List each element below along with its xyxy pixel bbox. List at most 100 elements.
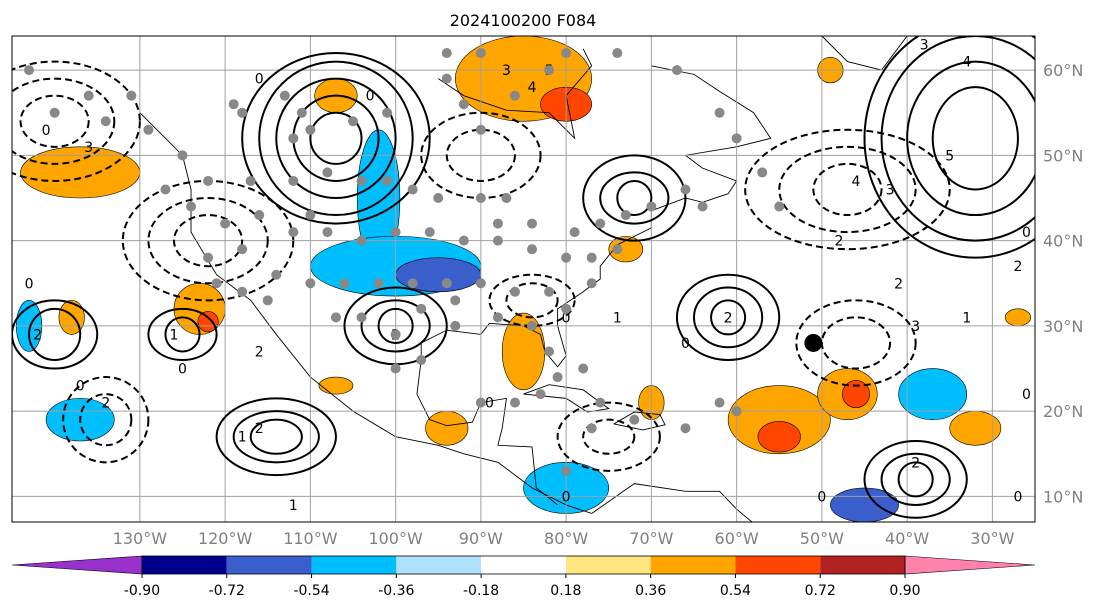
station-dot-40 <box>356 175 367 186</box>
solid-contour-1-1 <box>906 60 1035 217</box>
solid-contour-0-3 <box>258 60 414 217</box>
dashed-contour-6-0 <box>505 282 559 319</box>
contour-label-38: 0 <box>1022 387 1031 403</box>
contour-label-36: 1 <box>289 498 298 514</box>
station-dot-57 <box>586 252 597 263</box>
solid-contour-2-2 <box>582 154 687 242</box>
south-america-coastline <box>591 483 753 522</box>
colorbar-label-4: -0.18 <box>463 583 499 599</box>
solid-contour-7-0 <box>28 307 82 361</box>
station-dot-8 <box>288 133 299 144</box>
colorbar-bin-1 <box>226 556 312 574</box>
x-tick-label-1: 120°W <box>198 529 253 548</box>
y-tick-label-0: 60°N <box>1043 61 1083 80</box>
station-dot-49 <box>322 227 333 238</box>
station-dot-92 <box>629 414 640 425</box>
station-dot-35 <box>501 193 512 203</box>
colorbar-label-7: 0.54 <box>720 583 751 599</box>
station-dot-99 <box>83 90 94 101</box>
station-dot-80 <box>330 312 341 323</box>
station-dot-81 <box>262 295 273 306</box>
dashed-contour-0-0 <box>19 94 90 148</box>
station-dot-13 <box>441 73 452 84</box>
contour-label-10: 3 <box>920 38 929 54</box>
colorbar-outline <box>141 555 906 575</box>
solid-contour-4-1 <box>693 286 764 349</box>
colorbar-label-0: -0.90 <box>124 583 160 599</box>
station-dot-26 <box>774 201 785 212</box>
station-dot-52 <box>424 227 435 238</box>
station-dot-16 <box>509 90 520 101</box>
station-dot-78 <box>390 329 401 340</box>
station-dot-39 <box>382 175 393 186</box>
station-dot-3 <box>143 124 154 135</box>
station-dot-29 <box>646 201 657 212</box>
x-tick-label-8: 50°W <box>800 529 844 548</box>
filled-region-18 <box>425 410 469 446</box>
filled-region-20 <box>949 410 1002 446</box>
station-dot-88 <box>475 397 486 408</box>
contour-label-13: 0 <box>1022 225 1031 241</box>
station-dot-61 <box>211 278 222 289</box>
solid-contour-0-4 <box>241 52 431 225</box>
y-tick-label-5: 10°N <box>1043 487 1083 506</box>
station-dot-46 <box>220 218 231 229</box>
contour-label-17: 1 <box>962 310 971 326</box>
solid-contour-2-1 <box>599 171 670 225</box>
colorbar-label-1: -0.72 <box>209 583 245 599</box>
station-dot-67 <box>407 278 418 289</box>
station-dot-30 <box>620 210 631 221</box>
contour-label-31: 0 <box>178 362 187 378</box>
station-dot-70 <box>509 286 520 297</box>
station-dot-9 <box>296 107 307 118</box>
contour-label-25: 0 <box>25 276 34 292</box>
solid-contour-8-0 <box>164 316 201 353</box>
station-dot-42 <box>288 175 299 186</box>
station-dot-71 <box>544 286 555 297</box>
contour-label-29: 2 <box>255 421 264 437</box>
solid-contour-5-1 <box>232 410 320 464</box>
filled-layer <box>15 36 1032 522</box>
contour-label-14: 2 <box>1013 259 1022 275</box>
station-dot-55 <box>527 244 538 255</box>
station-dot-89 <box>680 423 691 434</box>
contour-label-3: 0 <box>255 72 264 88</box>
contour-layer <box>12 36 1035 519</box>
station-dot-63 <box>271 269 282 280</box>
contour-label-27: 0 <box>76 379 85 395</box>
station-dot-50 <box>356 235 367 246</box>
contour-label-7: 4 <box>852 174 861 190</box>
station-dot-93 <box>586 423 597 434</box>
contour-label-9: 2 <box>834 234 843 250</box>
solid-contour-8-1 <box>147 307 218 361</box>
dashed-contour-7-1 <box>556 401 661 472</box>
contour-label-11: 4 <box>962 55 971 71</box>
dashed-contour-3-0 <box>445 128 516 182</box>
contour-label-30: 1 <box>238 430 247 446</box>
station-dot-60 <box>203 252 214 263</box>
storm-center-marker <box>804 333 823 352</box>
station-dot-34 <box>492 218 503 229</box>
colorbar-bin-2 <box>311 556 397 574</box>
x-tick-labels: 130°W 120°W 110°W 100°W 90°W 80°W 70°W 60°W 50°W… <box>113 529 1015 548</box>
station-dot-4 <box>177 150 188 161</box>
contour-label-32: 2 <box>911 455 920 471</box>
colorbar-bin-6 <box>650 556 736 574</box>
colorbar-labels: -0.90 -0.72 -0.54 -0.36 -0.18 0.18 0.36 0.54 0.7… <box>124 574 921 599</box>
station-dot-68 <box>441 278 452 289</box>
filled-region-10 <box>727 385 831 455</box>
station-dot-48 <box>288 227 299 238</box>
map-frame <box>11 35 1036 523</box>
station-dot-18 <box>441 48 452 59</box>
station-dot-15 <box>475 124 486 135</box>
contour-label-21: 1 <box>613 310 622 326</box>
station-dot-77 <box>416 303 427 314</box>
contour-label-34: 0 <box>562 489 571 505</box>
station-dot-75 <box>492 312 503 323</box>
colorbar-label-3: -0.36 <box>378 583 414 599</box>
dashed-contour-0-1 <box>12 77 116 165</box>
station-dot-82 <box>544 346 555 357</box>
station-dot-58 <box>612 244 623 255</box>
station-dot-5 <box>228 99 239 110</box>
station-dot-32 <box>569 227 580 238</box>
